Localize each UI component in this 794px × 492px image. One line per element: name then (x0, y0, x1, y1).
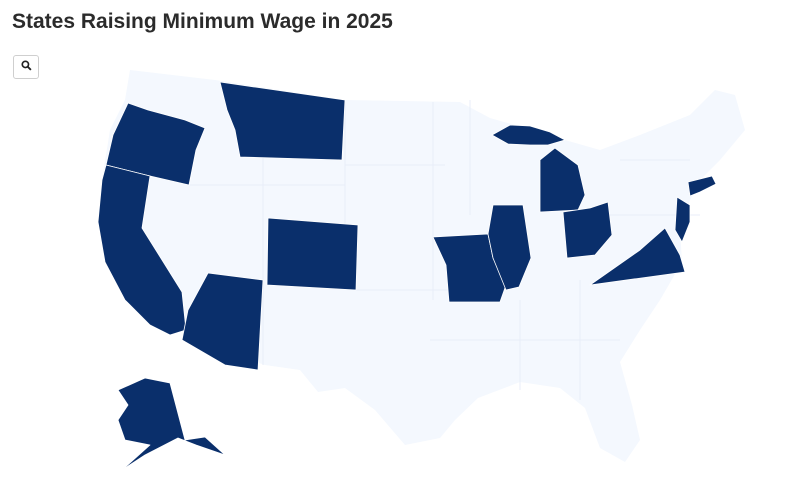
state-ohio[interactable] (562, 201, 613, 259)
state-michigan-upper[interactable] (491, 124, 566, 146)
state-borders (190, 100, 700, 400)
state-connecticut[interactable] (687, 175, 717, 197)
state-alaska[interactable] (117, 377, 226, 471)
state-michigan[interactable] (539, 147, 586, 213)
state-arizona[interactable] (181, 272, 264, 371)
state-montana[interactable] (219, 81, 346, 161)
search-button[interactable] (13, 55, 39, 79)
state-virginia[interactable] (589, 227, 686, 286)
state-oregon[interactable] (105, 102, 206, 186)
search-icon (20, 58, 32, 76)
state-colorado[interactable] (266, 217, 359, 291)
state-illinois[interactable] (487, 204, 532, 291)
page-title: States Raising Minimum Wage in 2025 (12, 10, 393, 33)
state-new-jersey[interactable] (674, 196, 691, 243)
us-mainland-base (98, 70, 745, 462)
state-california[interactable] (97, 164, 187, 336)
